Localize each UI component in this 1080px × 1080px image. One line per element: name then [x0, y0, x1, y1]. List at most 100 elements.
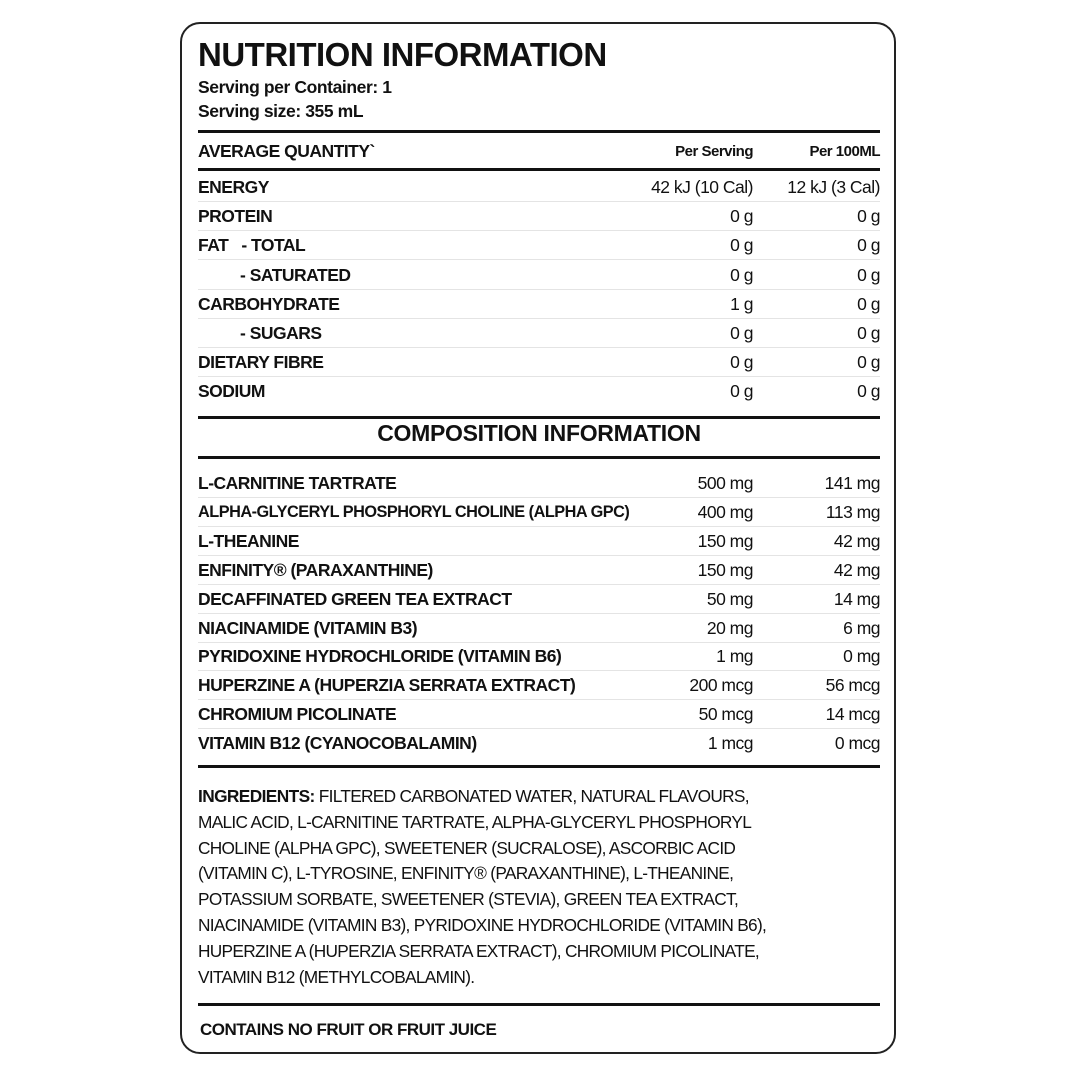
per-serving-value: 20 mg — [706, 617, 754, 638]
per-serving-value: 0 g — [730, 264, 753, 285]
divider — [198, 130, 880, 133]
header-per-serving: Per Serving — [675, 143, 753, 160]
composition-label: L-THEANINE — [198, 530, 299, 551]
header-per-100ml: Per 100ML — [809, 143, 880, 160]
row-separator — [198, 728, 880, 730]
per-100ml-value: 0 g — [857, 323, 880, 343]
row-separator — [198, 259, 880, 261]
divider — [198, 456, 880, 459]
per-serving-value: 0 g — [730, 352, 753, 373]
per-serving-value: 1 mg — [716, 646, 753, 667]
nutrition-label: CARBOHYDRATE — [198, 293, 340, 314]
nutrition-label: - SUGARS — [240, 323, 322, 343]
nutrition-label: DIETARY FIBRE — [198, 352, 324, 373]
row-separator — [198, 670, 880, 672]
row-separator — [198, 376, 880, 378]
nutrition-row: PROTEIN 0 g 0 g — [198, 202, 881, 231]
nutrition-label-panel: NUTRITION INFORMATION Serving per Contai… — [180, 22, 896, 1054]
per-100ml-value: 12 kJ (3 Cal) — [787, 177, 880, 197]
composition-row: DECAFFINATED GREEN TEA EXTRACT 50 mg 14 mg — [198, 585, 881, 614]
composition-row: ALPHA-GLYCERYL PHOSPHORYL CHOLINE (ALPHA… — [198, 498, 881, 527]
row-separator — [198, 525, 880, 527]
row-separator — [198, 230, 880, 232]
ingredients-line: INGREDIENTS: FILTERED CARBONATED WATER, … — [198, 784, 766, 810]
per-100ml-value: 141 mg — [824, 473, 881, 493]
composition-row: ENFINITY® (PARAXANTHINE) 150 mg 42 mg — [198, 556, 881, 585]
composition-label: VITAMIN B12 (CYANOCOBALAMIN) — [198, 733, 477, 754]
row-separator — [198, 612, 880, 614]
page-title: NUTRITION INFORMATION — [198, 36, 607, 73]
nutrition-label: PROTEIN — [198, 206, 273, 227]
ingredients-label: INGREDIENTS: — [198, 786, 315, 806]
per-100ml-value: 0 g — [857, 264, 880, 285]
per-serving-value: 50 mcg — [698, 704, 754, 725]
composition-label: PYRIDOXINE HYDROCHLORIDE (VITAMIN B6) — [198, 646, 562, 667]
ingredients-line: POTASSIUM SORBATE, SWEETENER (STEVIA), G… — [198, 889, 739, 910]
composition-row: NIACINAMIDE (VITAMIN B3) 20 mg 6 mg — [198, 614, 881, 643]
per-serving-value: 500 mg — [697, 473, 754, 493]
ingredients-line: NIACINAMIDE (VITAMIN B3), PYRIDOXINE HYD… — [198, 914, 767, 935]
nutrition-label: FAT - TOTAL — [198, 235, 306, 256]
ingredients-line-text: FILTERED CARBONATED WATER, NATURAL FLAVO… — [314, 786, 750, 806]
header-average-quantity: AVERAGE QUANTITY` — [198, 141, 375, 161]
nutrition-row: ENERGY 42 kJ (10 Cal) 12 kJ (3 Cal) — [198, 173, 881, 202]
composition-title: COMPOSITION INFORMATION — [377, 420, 701, 446]
ingredients-line: (VITAMIN C), L-TYROSINE, ENFINITY® (PARA… — [198, 863, 734, 884]
divider — [198, 416, 880, 419]
row-separator — [198, 583, 880, 585]
ingredients-line: MALIC ACID, L-CARNITINE TARTRATE, ALPHA-… — [198, 811, 752, 832]
per-serving-value: 150 mg — [697, 559, 754, 580]
composition-row: CHROMIUM PICOLINATE 50 mcg 14 mcg — [198, 700, 881, 729]
composition-label: ALPHA-GLYCERYL PHOSPHORYL CHOLINE (ALPHA… — [198, 502, 630, 521]
per-100ml-value: 0 g — [857, 293, 880, 314]
per-100ml-value: 0 g — [857, 235, 880, 256]
per-100ml-value: 6 mg — [843, 617, 880, 638]
row-separator — [198, 288, 880, 290]
per-100ml-value: 42 mg — [833, 559, 881, 580]
composition-row: L-CARNITINE TARTRATE 500 mg 141 mg — [198, 469, 881, 498]
per-100ml-value: 0 g — [857, 381, 880, 402]
divider — [198, 765, 880, 768]
per-serving-value: 1 g — [730, 293, 753, 314]
nutrition-row: CARBOHYDRATE 1 g 0 g — [198, 290, 881, 319]
composition-label: CHROMIUM PICOLINATE — [198, 704, 397, 725]
divider — [198, 168, 880, 171]
ingredients-line: HUPERZINE A (HUPERZIA SERRATA EXTRACT), … — [198, 940, 760, 961]
per-serving-value: 0 g — [730, 381, 753, 402]
nutrition-label: - SATURATED — [240, 264, 351, 285]
composition-row: VITAMIN B12 (CYANOCOBALAMIN) 1 mcg 0 mcg — [198, 729, 881, 758]
composition-label: HUPERZINE A (HUPERZIA SERRATA EXTRACT) — [198, 675, 576, 696]
per-100ml-value: 14 mg — [833, 588, 881, 609]
nutrition-row: - SUGARS 0 g 0 g — [198, 319, 881, 348]
nutrition-label: SODIUM — [198, 381, 266, 402]
footer-note: CONTAINS NO FRUIT OR FRUIT JUICE — [200, 1020, 497, 1039]
row-separator — [198, 347, 880, 348]
nutrition-row: - SATURATED 0 g 0 g — [198, 261, 881, 290]
row-separator — [198, 554, 880, 556]
per-100ml-value: 0 mcg — [834, 733, 881, 754]
ingredients-line: CHOLINE (ALPHA GPC), SWEETENER (SUCRALOS… — [198, 837, 736, 858]
composition-label: L-CARNITINE TARTRATE — [198, 473, 397, 493]
per-100ml-value: 42 mg — [833, 530, 881, 551]
per-100ml-value: 0 g — [857, 352, 880, 373]
per-serving-value: 0 g — [730, 235, 753, 256]
per-serving-value: 200 mcg — [689, 675, 753, 696]
ingredients-line: VITAMIN B12 (METHYLCOBALAMIN). — [198, 966, 475, 987]
per-serving-value: 150 mg — [697, 530, 754, 551]
per-serving-value: 0 g — [730, 206, 753, 227]
nutrition-label: ENERGY — [198, 177, 269, 197]
ingredients-text: INGREDIENTS: FILTERED CARBONATED WATER, … — [198, 784, 767, 990]
per-serving-value: 50 mg — [706, 588, 754, 609]
row-separator — [198, 641, 880, 643]
row-separator — [198, 699, 880, 701]
per-serving-value: 42 kJ (10 Cal) — [651, 177, 753, 197]
composition-row: HUPERZINE A (HUPERZIA SERRATA EXTRACT) 20… — [198, 671, 881, 700]
composition-label: NIACINAMIDE (VITAMIN B3) — [198, 617, 418, 638]
row-separator — [198, 201, 880, 202]
per-100ml-value: 113 mg — [825, 501, 881, 522]
divider — [198, 1003, 880, 1006]
per-serving-value: 400 mg — [697, 501, 754, 522]
per-100ml-value: 14 mcg — [825, 704, 881, 725]
serving-per-container: Serving per Container: 1 — [198, 77, 392, 97]
nutrition-table-header: AVERAGE QUANTITY` Per Serving Per 100ML — [198, 137, 881, 166]
